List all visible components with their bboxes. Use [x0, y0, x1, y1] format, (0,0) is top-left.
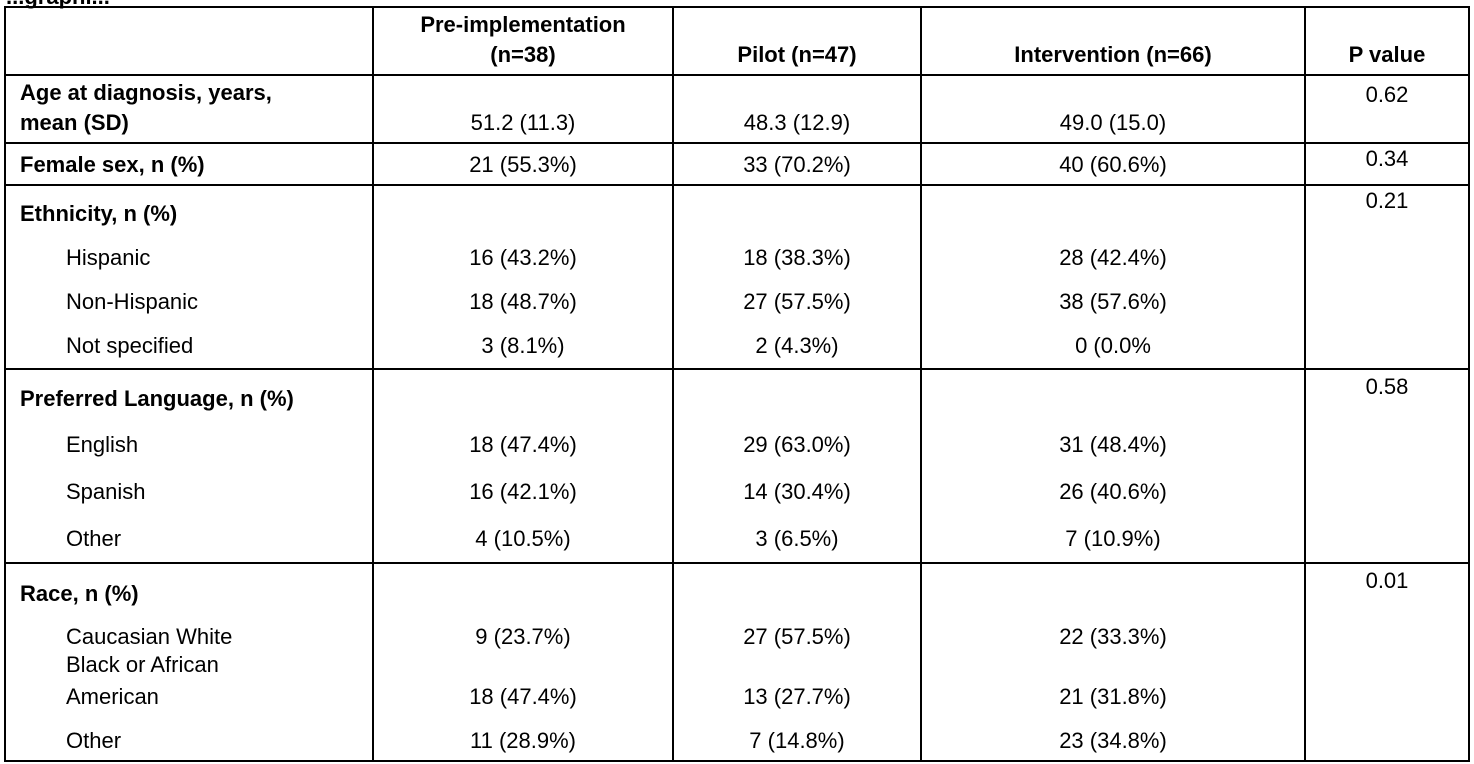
cell-race-p: 0.01 [1304, 562, 1470, 762]
cell-age-p: 0.62 [1304, 74, 1470, 144]
race-black-label-line1: Black or African [66, 652, 219, 677]
header-pilot: Pilot (n=47) [672, 6, 922, 76]
cell-race-white-pre: 9 (23.7%) [475, 624, 571, 649]
row-label-female: Female sex, n (%) [4, 142, 374, 186]
header-pre-implementation: Pre-implementation (n=38) [372, 6, 674, 76]
language-other-label: Other [66, 526, 122, 551]
header-p-value: P value [1304, 6, 1470, 76]
row-label-language: Preferred Language, n (%) [20, 386, 294, 411]
header-intervention: Intervention (n=66) [920, 6, 1306, 76]
cell-female-pilot: 33 (70.2%) [672, 142, 922, 186]
cell-lang-other-pilot: 3 (6.5%) [755, 526, 839, 551]
race-black-label-line2: American [66, 684, 159, 709]
row-label-age-line2: mean (SD) [20, 110, 129, 135]
cell-ethnicity-p: 0.21 [1304, 184, 1470, 370]
ethnicity-intervention: 28 (42.4%) 38 (57.6%) 0 (0.0% [920, 184, 1306, 370]
ethnicity-nonhispanic-label: Non-Hispanic [66, 289, 199, 314]
language-pre: 18 (47.4%) 16 (42.1%) 4 (10.5%) [372, 368, 674, 564]
language-pilot: 29 (63.0%) 14 (30.4%) 3 (6.5%) [672, 368, 922, 564]
language-english-label: English [66, 432, 139, 457]
cell-lang-es-pilot: 14 (30.4%) [743, 479, 851, 504]
cell-race-black-intervention: 21 (31.8%) [1059, 684, 1167, 709]
row-label-race: Race, n (%) [20, 581, 139, 606]
row-label-age-line1: Age at diagnosis, years, [20, 80, 272, 105]
table-row-language: Preferred Language, n (%) English Spanis… [4, 368, 1470, 564]
cell-lang-es-intervention: 26 (40.6%) [1059, 479, 1167, 504]
cell-race-white-pilot: 27 (57.5%) [743, 624, 851, 649]
cell-age-pre: 51.2 (11.3) [372, 74, 674, 144]
row-label-ethnicity: Ethnicity, n (%) [20, 201, 178, 226]
cell-female-pre: 21 (55.3%) [372, 142, 674, 186]
cell-lang-es-pre: 16 (42.1%) [469, 479, 577, 504]
language-labels: Preferred Language, n (%) English Spanis… [4, 368, 374, 564]
cell-female-intervention: 40 (60.6%) [920, 142, 1306, 186]
ethnicity-notspecified-label: Not specified [66, 333, 194, 358]
table-row-race: Race, n (%) Caucasian White Black or Afr… [4, 562, 1470, 762]
race-pilot: 27 (57.5%) 13 (27.7%) 7 (14.8%) [672, 562, 922, 762]
race-intervention: 22 (33.3%) 21 (31.8%) 23 (34.8%) [920, 562, 1306, 762]
cell-female-p: 0.34 [1304, 142, 1470, 186]
cell-eth-nonhisp-intervention: 38 (57.6%) [1059, 289, 1167, 314]
cell-race-black-pre: 18 (47.4%) [469, 684, 577, 709]
cell-race-other-pilot: 7 (14.8%) [749, 728, 845, 753]
cell-lang-en-pilot: 29 (63.0%) [743, 432, 851, 457]
cell-eth-nonhisp-pilot: 27 (57.5%) [743, 289, 851, 314]
cell-eth-ns-intervention: 0 (0.0% [1075, 333, 1151, 358]
cell-eth-ns-pilot: 2 (4.3%) [755, 333, 839, 358]
race-caucasian-label: Caucasian White [66, 624, 233, 649]
cell-language-p: 0.58 [1304, 368, 1470, 564]
cell-eth-hisp-pre: 16 (43.2%) [469, 245, 577, 270]
cell-lang-en-intervention: 31 (48.4%) [1059, 432, 1167, 457]
cell-lang-other-intervention: 7 (10.9%) [1065, 526, 1161, 551]
race-other-label: Other [66, 728, 122, 753]
header-pre-line1: Pre-implementation [420, 12, 626, 37]
cell-race-white-intervention: 22 (33.3%) [1059, 624, 1167, 649]
table-row-age: Age at diagnosis, years, mean (SD) 51.2 … [4, 74, 1470, 144]
ethnicity-pre: 16 (43.2%) 18 (48.7%) 3 (8.1%) [372, 184, 674, 370]
cell-race-other-pre: 11 (28.9%) [470, 728, 576, 753]
ethnicity-pilot: 18 (38.3%) 27 (57.5%) 2 (4.3%) [672, 184, 922, 370]
language-intervention: 31 (48.4%) 26 (40.6%) 7 (10.9%) [920, 368, 1306, 564]
race-pre: 9 (23.7%) 18 (47.4%) 11 (28.9%) [372, 562, 674, 762]
cell-eth-hisp-intervention: 28 (42.4%) [1059, 245, 1167, 270]
cell-lang-other-pre: 4 (10.5%) [475, 526, 571, 551]
language-spanish-label: Spanish [66, 479, 146, 504]
cell-eth-nonhisp-pre: 18 (48.7%) [469, 289, 577, 314]
race-labels: Race, n (%) Caucasian White Black or Afr… [4, 562, 374, 762]
header-row: Pre-implementation (n=38) Pilot (n=47) I… [4, 6, 1470, 76]
demographics-table: Pre-implementation (n=38) Pilot (n=47) I… [4, 6, 1470, 762]
table-row-female: Female sex, n (%) 21 (55.3%) 33 (70.2%) … [4, 142, 1470, 186]
cell-age-intervention: 49.0 (15.0) [920, 74, 1306, 144]
cell-age-pilot: 48.3 (12.9) [672, 74, 922, 144]
cell-race-black-pilot: 13 (27.7%) [743, 684, 851, 709]
cell-race-other-intervention: 23 (34.8%) [1059, 728, 1167, 753]
header-pre-line2: (n=38) [490, 42, 556, 67]
ethnicity-labels: Ethnicity, n (%) Hispanic Non-Hispanic N… [4, 184, 374, 370]
cell-eth-hisp-pilot: 18 (38.3%) [743, 245, 851, 270]
table-title-fragment: ...graphi... [6, 0, 110, 10]
ethnicity-hispanic-label: Hispanic [66, 245, 151, 270]
cell-eth-ns-pre: 3 (8.1%) [481, 333, 565, 358]
header-empty [4, 6, 374, 76]
cell-lang-en-pre: 18 (47.4%) [469, 432, 577, 457]
row-label-age: Age at diagnosis, years, mean (SD) [4, 74, 374, 144]
table-row-ethnicity: Ethnicity, n (%) Hispanic Non-Hispanic N… [4, 184, 1470, 370]
